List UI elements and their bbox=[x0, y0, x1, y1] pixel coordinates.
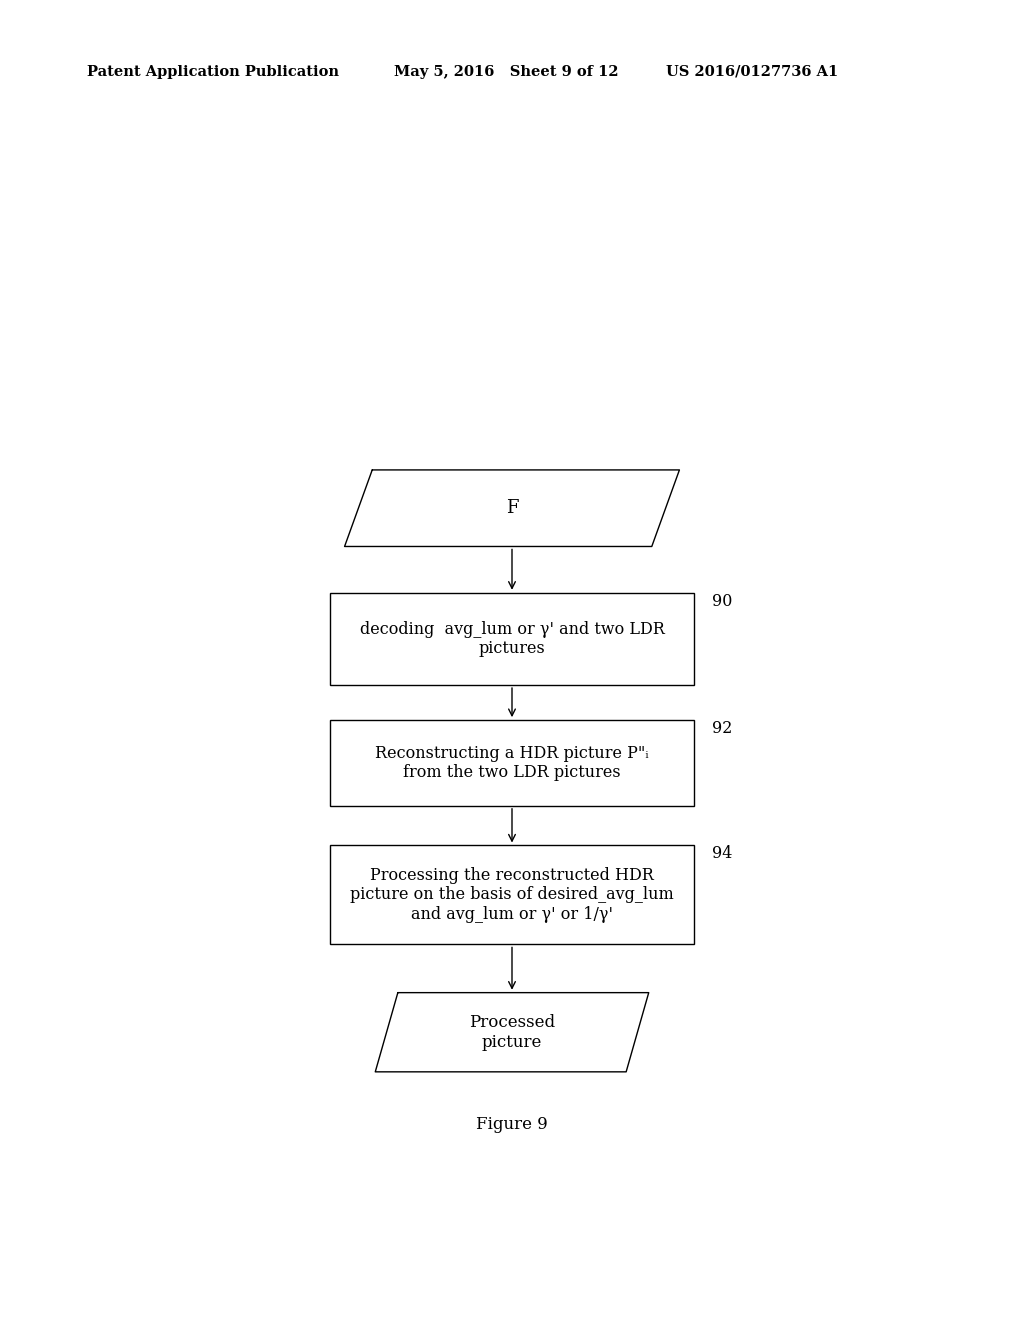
Text: Figure 9: Figure 9 bbox=[476, 1117, 548, 1133]
Bar bbox=[330, 721, 694, 805]
Text: May 5, 2016   Sheet 9 of 12: May 5, 2016 Sheet 9 of 12 bbox=[394, 65, 618, 79]
Text: Processed
picture: Processed picture bbox=[469, 1014, 555, 1051]
Bar bbox=[330, 593, 694, 685]
Text: 92: 92 bbox=[713, 721, 732, 737]
Text: 90: 90 bbox=[713, 593, 732, 610]
Text: Reconstructing a HDR picture P"ᵢ
from the two LDR pictures: Reconstructing a HDR picture P"ᵢ from th… bbox=[375, 744, 649, 781]
Text: Processing the reconstructed HDR
picture on the basis of desired_avg_lum
and avg: Processing the reconstructed HDR picture… bbox=[350, 867, 674, 923]
Text: 94: 94 bbox=[713, 846, 732, 862]
Text: F: F bbox=[506, 499, 518, 517]
Text: Patent Application Publication: Patent Application Publication bbox=[87, 65, 339, 79]
Text: US 2016/0127736 A1: US 2016/0127736 A1 bbox=[666, 65, 838, 79]
Bar bbox=[330, 845, 694, 945]
Text: decoding  avg_lum or γ' and two LDR
pictures: decoding avg_lum or γ' and two LDR pictu… bbox=[359, 620, 665, 657]
